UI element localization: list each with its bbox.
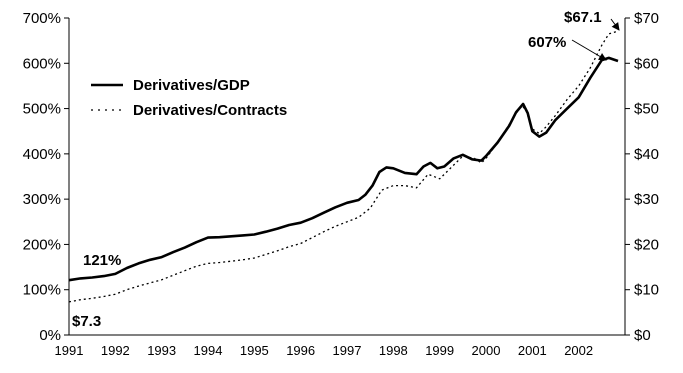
annotation-contracts-end: $67.1 — [564, 9, 602, 26]
left-axis-tick-label: 500% — [23, 101, 61, 118]
x-axis-tick-label: 2000 — [472, 343, 501, 358]
x-axis-tick-label: 1991 — [55, 343, 84, 358]
right-axis-tick-label: $60 — [634, 55, 659, 72]
annotation-contracts-end-arrow — [610, 18, 620, 31]
x-axis-tick-label: 1996 — [286, 343, 315, 358]
right-axis-tick-label: $0 — [634, 327, 651, 344]
right-axis: $0 $10 $20 $30 $40 $50 $60 $70 — [625, 10, 659, 344]
right-axis-tick-label: $20 — [634, 236, 659, 253]
legend-label-derivatives-contracts: Derivatives/Contracts — [133, 102, 287, 119]
x-axis-tick-label: 1992 — [101, 343, 130, 358]
left-axis-tick-label: 300% — [23, 191, 61, 208]
left-axis-tick-label: 0% — [39, 327, 61, 344]
x-axis-tick-label: 1997 — [333, 343, 362, 358]
annotation-contracts-start: $7.3 — [72, 313, 101, 330]
x-axis: 1991 1992 1993 1994 1995 1996 1997 1998 1999 2000… — [55, 343, 594, 358]
left-axis-tick-label: 400% — [23, 146, 61, 163]
left-axis-tick-label: 700% — [23, 10, 61, 27]
x-axis-tick-label: 1994 — [194, 343, 223, 358]
annotation-gdp-start: 121% — [83, 252, 121, 269]
left-axis-tick-label: 100% — [23, 282, 61, 299]
series-line-derivatives-contracts — [68, 30, 619, 303]
left-axis-tick-label: 600% — [23, 55, 61, 72]
right-axis-tick-label: $10 — [634, 282, 659, 299]
left-axis: 0% 100% 200% 300% 400% 500% 600% 700% — [23, 10, 69, 344]
annotation-gdp-end-arrow — [571, 39, 607, 61]
right-axis-tick-label: $40 — [634, 146, 659, 163]
right-axis-tick-label: $50 — [634, 101, 659, 118]
legend-label-derivatives-gdp: Derivatives/GDP — [133, 77, 250, 94]
right-axis-tick-label: $70 — [634, 10, 659, 27]
x-axis-tick-label: 1998 — [379, 343, 408, 358]
annotation-gdp-end: 607% — [528, 34, 566, 51]
left-axis-tick-label: 200% — [23, 236, 61, 253]
legend: Derivatives/GDP Derivatives/Contracts — [91, 77, 287, 119]
x-axis-tick-label: 1999 — [425, 343, 454, 358]
x-axis-tick-label: 2002 — [564, 343, 593, 358]
x-axis-tick-label: 1995 — [240, 343, 269, 358]
series-line-derivatives-gdp — [68, 56, 619, 282]
x-axis-tick-label: 2001 — [518, 343, 547, 358]
right-axis-tick-label: $30 — [634, 191, 659, 208]
x-axis-tick-label: 1993 — [147, 343, 176, 358]
